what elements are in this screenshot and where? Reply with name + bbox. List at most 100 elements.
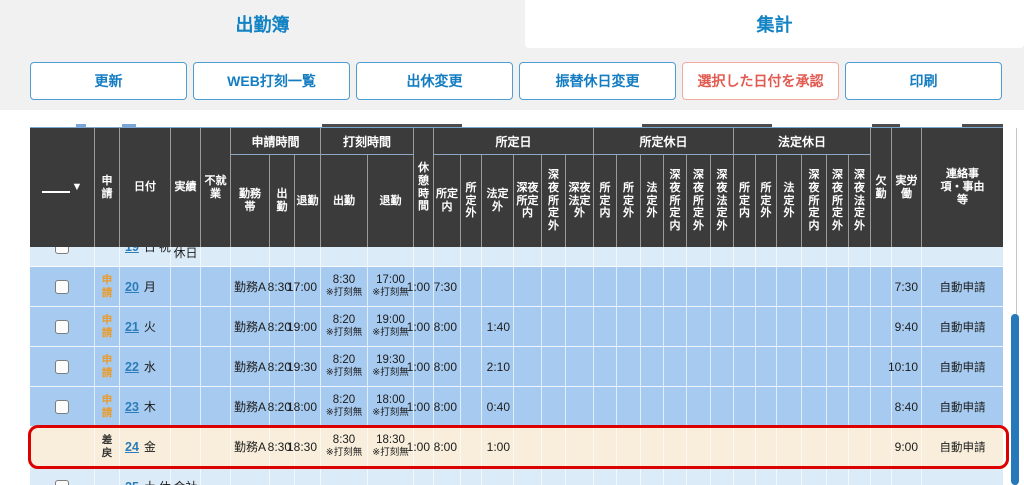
cell-fushugyo: [201, 467, 231, 485]
row-checkbox[interactable]: [55, 359, 69, 374]
header-dakoku-in: 出勤: [321, 155, 368, 247]
refresh-button[interactable]: 更新: [30, 62, 187, 100]
scrollbar-thumb[interactable]: [1011, 314, 1019, 485]
cell-kyukei: [414, 467, 434, 485]
cell-sk6: [711, 387, 734, 427]
cell-sk4: [664, 467, 687, 485]
cell-dakoku_out: 19:00 ※打刻無: [368, 307, 414, 347]
web-stamp-list-button[interactable]: WEB打刻一覧: [193, 62, 350, 100]
cell-date: 24 金: [120, 427, 171, 467]
date-link[interactable]: 25: [125, 480, 139, 485]
table-row: 25 土休会社: [30, 467, 1003, 485]
cell-sk1: [594, 427, 617, 467]
cell-sb_sn: [514, 427, 542, 467]
stamp-time: 17:00: [376, 274, 405, 287]
cell-sk5: [687, 307, 711, 347]
date-link[interactable]: 23: [125, 399, 139, 414]
cell-apply: [95, 467, 120, 485]
cell-shotei_nai: 8:00: [434, 427, 461, 467]
scrollbar-track[interactable]: [1016, 128, 1017, 485]
row-checkbox[interactable]: [55, 279, 69, 294]
cell-shotei_nai: 7:30: [434, 267, 461, 307]
day-of-week: 木: [143, 400, 156, 414]
tab-summary[interactable]: 集計: [756, 15, 793, 35]
cell-checkbox: [30, 347, 95, 387]
cell-jisseki: 休日: [171, 247, 201, 267]
header-sk-shinya-hotei-gai: 深 夜 法 定 外: [711, 155, 734, 247]
cell-sk4: [664, 247, 687, 267]
cell-kekkin: [871, 387, 892, 427]
stamp-note: ※打刻無: [372, 326, 409, 338]
cell-sk2: [617, 307, 641, 347]
row-checkbox[interactable]: [55, 479, 69, 485]
cell-hk2: [756, 247, 777, 267]
table-body: 19日祝休日申 請20月勤務A8:3017:008:30※打刻無17:00※打刻…: [30, 247, 1003, 485]
header-sk-hotei-gai: 法 定 外: [641, 155, 664, 247]
cell-hk5: [827, 307, 849, 347]
cell-sk6: [711, 307, 734, 347]
cell-jitsuro: 10:10: [888, 347, 922, 387]
header-hk-shinya-hotei-gai: 深 夜 法 定 外: [849, 155, 871, 247]
cell-jisseki: [171, 387, 201, 427]
cell-hk3: [777, 267, 802, 307]
print-button[interactable]: 印刷: [845, 62, 1002, 100]
header-sb-shinya-shotei-nai: 深夜 所定 内: [514, 155, 542, 247]
cell-sk1: [594, 467, 617, 485]
cell-shotei_nai: 8:00: [434, 347, 461, 387]
cell-hk4: [802, 387, 827, 427]
header-hk-hotei-gai: 法 定 外: [777, 155, 802, 247]
cell-sk6: [711, 247, 734, 267]
cell-sk5: [687, 387, 711, 427]
header-shinsei-out: 退勤: [295, 155, 321, 247]
cell-jisseki: 会社: [171, 467, 201, 485]
cell-sb_sg: [542, 347, 566, 387]
cell-renraku: 自動申請: [922, 347, 1003, 387]
cell-jitsuro: 9:00: [892, 427, 922, 467]
cell-date: 22 水: [120, 347, 171, 387]
attendance-change-button[interactable]: 出休変更: [356, 62, 513, 100]
stamp-note: ※打刻無: [372, 366, 409, 378]
cell-kinmutai: 勤務A: [231, 427, 270, 467]
cell-sb_sg: [542, 427, 566, 467]
row-checkbox[interactable]: [55, 319, 69, 334]
cell-fushugyo: [201, 347, 231, 387]
date-link[interactable]: 19: [125, 247, 139, 254]
tab-attendance[interactable]: 出勤簿: [235, 15, 290, 35]
date-link[interactable]: 24: [125, 439, 139, 454]
cell-hk2: [756, 267, 777, 307]
cell-dakoku_in: 8:20 ※打刻無: [321, 347, 368, 387]
cell-sk6: [711, 427, 734, 467]
header-hk-shotei-gai: 所 定 外: [756, 155, 777, 247]
filter-dropdown[interactable]: ▼: [41, 182, 82, 193]
cell-jisseki: [171, 267, 201, 307]
row-checkbox[interactable]: [55, 247, 69, 254]
header-jitsuro: 実労 働: [892, 128, 922, 247]
date-link[interactable]: 20: [125, 279, 139, 294]
cell-sb_hg: [566, 387, 594, 427]
substitute-holiday-change-button[interactable]: 振替休日変更: [519, 62, 676, 100]
table-row: 申 請 22 水勤務A 8:20 19:30 8:20 ※打刻無 19:30 ※打刻無 1:00 8…: [30, 347, 1003, 387]
cell-sk1: [594, 247, 617, 267]
stamp-time: 8:30: [332, 434, 356, 447]
cell-hk2: [756, 307, 777, 347]
cell-hotei_gai: 1:00: [482, 427, 514, 467]
cell-sk2: [617, 347, 641, 387]
timesheet-table: ▼ 申 請 日付 実績 不就 業 申請時間 勤務 帯 出 勤 退勤 打刻時間 出…: [30, 123, 1003, 485]
header-sk-shotei-nai: 所 定 内: [594, 155, 617, 247]
date-link[interactable]: 21: [125, 319, 139, 334]
cell-sk1: [594, 347, 617, 387]
day-of-week: 火: [143, 320, 156, 334]
header-sk-shinya-shotei-nai: 深 夜 所 定 内: [664, 155, 687, 247]
cell-sk4: [664, 387, 687, 427]
approve-selected-dates-button[interactable]: 選択した日付を承認: [682, 62, 839, 100]
cell-kyukei: 1:00: [407, 307, 434, 347]
cell-kekkin: [871, 467, 892, 485]
date-link[interactable]: 22: [125, 359, 139, 374]
cell-sk1: [594, 387, 617, 427]
row-checkbox[interactable]: [55, 399, 69, 414]
cell-hk3: [777, 427, 802, 467]
cell-checkbox: [30, 307, 95, 347]
cell-jitsuro: [892, 467, 922, 485]
cell-checkbox: [30, 387, 95, 427]
